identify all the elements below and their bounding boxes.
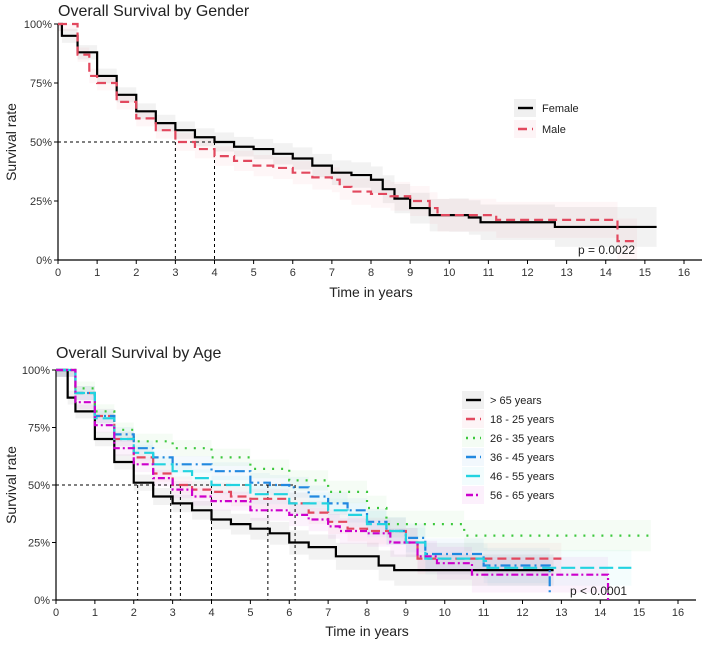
x-tick-label: 10 <box>443 267 455 279</box>
y-tick-label: 0% <box>36 255 52 267</box>
x-tick-label: 10 <box>439 607 451 619</box>
x-tick-label: 0 <box>55 267 61 279</box>
x-tick-label: 4 <box>208 607 214 619</box>
legend: Female Male <box>514 99 579 138</box>
x-tick-label: 1 <box>92 607 98 619</box>
x-tick-label: 6 <box>286 607 292 619</box>
x-tick-label: 1 <box>94 267 100 279</box>
x-tick-label: 6 <box>290 267 296 279</box>
y-tick-label: 75% <box>30 78 52 90</box>
p-value-label: p < 0.0001 <box>570 584 627 598</box>
x-tick-label: 5 <box>247 607 253 619</box>
survival-curve-46-55-years <box>56 368 632 569</box>
legend-label: > 65 years <box>490 395 542 407</box>
x-axis-label: Time in years <box>325 623 409 639</box>
x-tick-label: 5 <box>251 267 257 279</box>
survival-curve-18-25-years <box>56 368 562 560</box>
x-tick-label: 13 <box>555 607 567 619</box>
y-axis-label: Survival rate <box>3 446 19 524</box>
x-tick-label: 12 <box>521 267 533 279</box>
x-tick-label: 3 <box>170 607 176 619</box>
x-tick-label: 13 <box>561 267 573 279</box>
x-tick-label: 9 <box>407 267 413 279</box>
survival-curve-65-years <box>56 368 554 572</box>
y-tick-label: 50% <box>28 480 50 492</box>
x-tick-label: 11 <box>478 607 489 619</box>
legend: > 65 years 18 - 25 years 26 - 35 years 36 -… <box>462 391 555 504</box>
x-tick-label: 7 <box>325 607 331 619</box>
x-tick-label: 2 <box>131 607 137 619</box>
y-tick-label: 100% <box>22 365 50 377</box>
legend-label: 26 - 35 years <box>490 433 555 445</box>
x-tick-label: 15 <box>633 607 645 619</box>
x-axis-label: Time in years <box>329 284 413 300</box>
survival-curve-female <box>58 22 657 229</box>
x-tick-label: 12 <box>516 607 528 619</box>
chart-title: Overall Survival by Age <box>56 345 222 362</box>
x-tick-label: 2 <box>133 267 139 279</box>
x-tick-label: 8 <box>368 267 374 279</box>
x-tick-label: 9 <box>403 607 409 619</box>
x-tick-label: 16 <box>678 267 690 279</box>
survival-curve-56-65-years <box>56 368 610 600</box>
x-tick-label: 14 <box>594 607 606 619</box>
legend-label: 56 - 65 years <box>490 490 555 502</box>
x-tick-label: 0 <box>53 607 59 619</box>
x-tick-label: 3 <box>172 267 178 279</box>
x-tick-label: 14 <box>600 267 612 279</box>
y-tick-label: 100% <box>24 19 52 31</box>
legend-label: Female <box>542 103 579 115</box>
y-tick-label: 50% <box>30 137 52 149</box>
confidence-band-3 <box>56 370 651 556</box>
survival-curve-26-35-years <box>56 368 651 537</box>
legend-label: Male <box>542 124 566 136</box>
y-tick-label: 25% <box>28 538 50 550</box>
p-value-label: p = 0.0022 <box>578 243 635 257</box>
chart-title: Overall Survival by Gender <box>58 3 250 20</box>
x-tick-label: 15 <box>639 267 651 279</box>
legend-label: 46 - 55 years <box>490 471 555 483</box>
x-tick-label: 16 <box>672 607 684 619</box>
confidence-band-1 <box>56 370 554 590</box>
x-tick-label: 7 <box>329 267 335 279</box>
legend-label: 18 - 25 years <box>490 414 555 426</box>
y-axis-label: Survival rate <box>3 103 19 181</box>
legend-label: 36 - 45 years <box>490 452 555 464</box>
confidence-band-2 <box>58 24 638 260</box>
x-tick-label: 4 <box>211 267 217 279</box>
y-tick-label: 25% <box>30 196 52 208</box>
y-tick-label: 75% <box>28 423 50 435</box>
y-tick-label: 0% <box>34 595 50 607</box>
x-tick-label: 8 <box>364 607 370 619</box>
survival-curve-male <box>58 22 638 243</box>
x-tick-label: 11 <box>483 267 494 279</box>
